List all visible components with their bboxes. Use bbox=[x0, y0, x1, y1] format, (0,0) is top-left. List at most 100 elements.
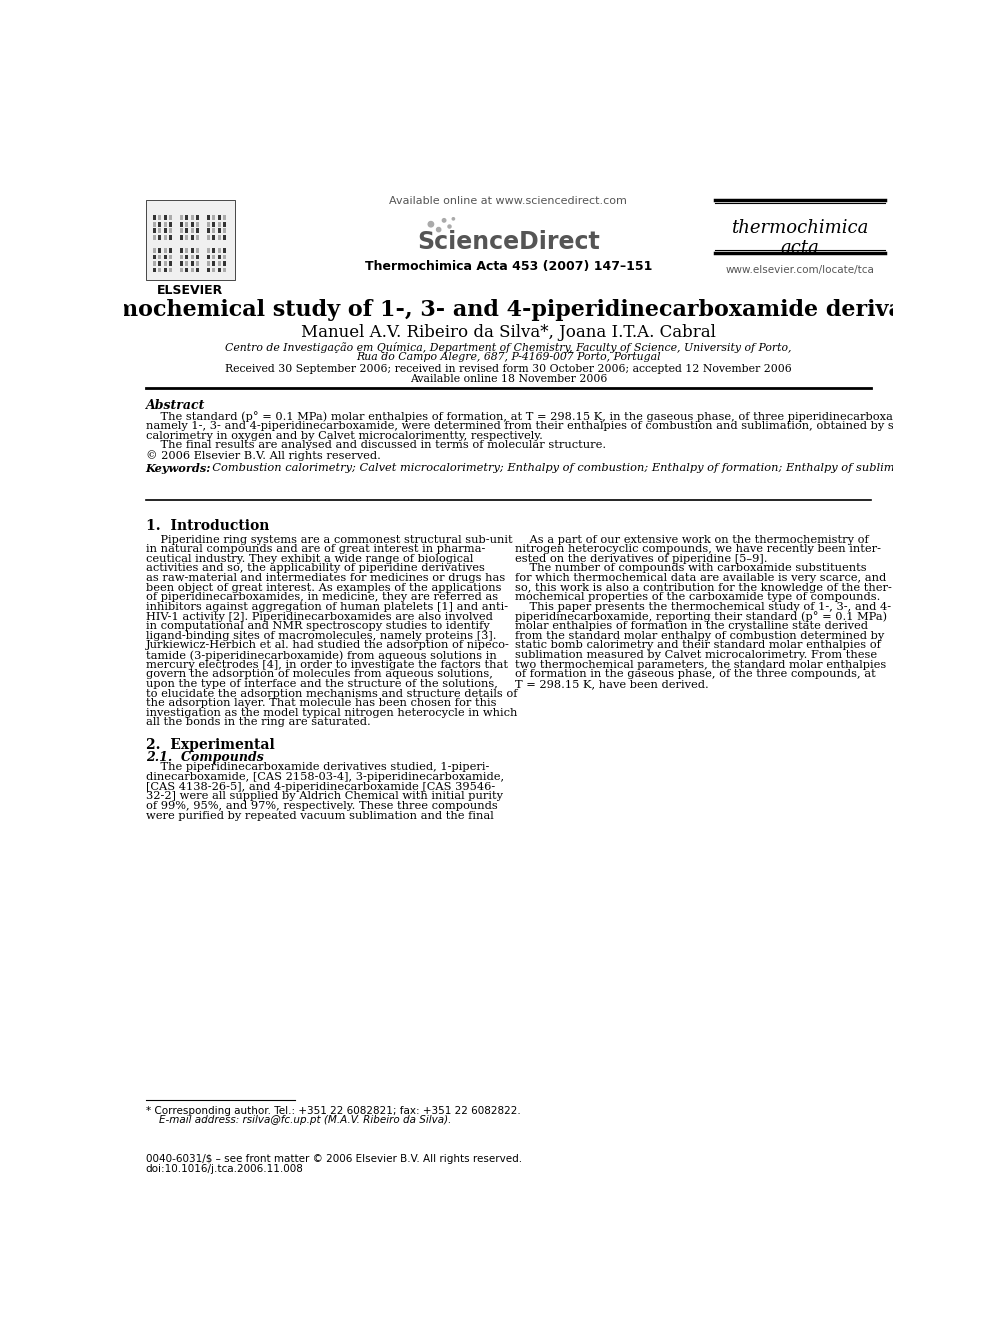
Text: activities and so, the applicability of piperidine derivatives: activities and so, the applicability of … bbox=[146, 564, 484, 573]
Bar bbox=[153, 229, 156, 233]
Text: piperidinecarboxamide, reporting their standard (p° = 0.1 MPa): piperidinecarboxamide, reporting their s… bbox=[515, 611, 887, 622]
Text: Manuel A.V. Ribeiro da Silva*, Joana I.T.A. Cabral: Manuel A.V. Ribeiro da Silva*, Joana I.T… bbox=[301, 324, 716, 341]
Text: * Corresponding author. Tel.: +351 22 6082821; fax: +351 22 6082822.: * Corresponding author. Tel.: +351 22 60… bbox=[146, 1106, 521, 1115]
Bar bbox=[169, 261, 172, 266]
Text: HIV-1 activity [2]. Piperidinecarboxamides are also involved: HIV-1 activity [2]. Piperidinecarboxamid… bbox=[146, 611, 493, 622]
Bar bbox=[212, 229, 215, 233]
Bar bbox=[196, 254, 199, 259]
Bar bbox=[164, 249, 167, 253]
Bar bbox=[164, 216, 167, 220]
Bar bbox=[207, 229, 210, 233]
Bar bbox=[169, 249, 172, 253]
Text: [CAS 4138-26-5], and 4-piperidinecarboxamide [CAS 39546-: [CAS 4138-26-5], and 4-piperidinecarboxa… bbox=[146, 782, 495, 791]
Text: calorimetry in oxygen and by Calvet microcalorimentty, respectively.: calorimetry in oxygen and by Calvet micr… bbox=[146, 430, 543, 441]
Text: Available online 18 November 2006: Available online 18 November 2006 bbox=[410, 373, 607, 384]
Bar bbox=[218, 261, 221, 266]
Text: upon the type of interface and the structure of the solutions,: upon the type of interface and the struc… bbox=[146, 679, 498, 689]
Bar bbox=[218, 267, 221, 273]
Text: thermochimica: thermochimica bbox=[731, 218, 868, 237]
Text: the adsorption layer. That molecule has been chosen for this: the adsorption layer. That molecule has … bbox=[146, 699, 496, 708]
Bar bbox=[218, 216, 221, 220]
Text: sublimation measured by Calvet microcalorimetry. From these: sublimation measured by Calvet microcalo… bbox=[515, 650, 877, 660]
Text: The standard (p° = 0.1 MPa) molar enthalpies of formation, at T = 298.15 K, in t: The standard (p° = 0.1 MPa) molar enthal… bbox=[146, 411, 992, 422]
Bar bbox=[186, 216, 188, 220]
Text: Rua do Campo Alegre, 687, P-4169-007 Porto, Portugal: Rua do Campo Alegre, 687, P-4169-007 Por… bbox=[356, 352, 661, 363]
Text: from the standard molar enthalpy of combustion determined by: from the standard molar enthalpy of comb… bbox=[515, 631, 884, 640]
Text: ested on the derivatives of piperidine [5–9].: ested on the derivatives of piperidine [… bbox=[515, 554, 767, 564]
Bar bbox=[186, 249, 188, 253]
Bar bbox=[158, 267, 161, 273]
Text: 32-2] were all supplied by Aldrich Chemical with initial purity: 32-2] were all supplied by Aldrich Chemi… bbox=[146, 791, 503, 802]
Text: Thermochimica Acta 453 (2007) 147–151: Thermochimica Acta 453 (2007) 147–151 bbox=[365, 261, 652, 274]
Bar bbox=[158, 216, 161, 220]
Bar bbox=[223, 249, 226, 253]
Bar bbox=[164, 235, 167, 239]
Bar bbox=[190, 235, 193, 239]
Bar bbox=[158, 222, 161, 226]
Bar bbox=[164, 229, 167, 233]
Bar bbox=[207, 249, 210, 253]
Bar bbox=[186, 235, 188, 239]
Bar bbox=[153, 254, 156, 259]
Text: This paper presents the thermochemical study of 1-, 3-, and 4-: This paper presents the thermochemical s… bbox=[515, 602, 891, 613]
Bar bbox=[223, 235, 226, 239]
Circle shape bbox=[429, 221, 434, 228]
Circle shape bbox=[442, 218, 445, 222]
Text: Received 30 September 2006; received in revised form 30 October 2006; accepted 1: Received 30 September 2006; received in … bbox=[225, 364, 792, 374]
Text: been object of great interest. As examples of the applications: been object of great interest. As exampl… bbox=[146, 582, 501, 593]
Text: The number of compounds with carboxamide substituents: The number of compounds with carboxamide… bbox=[515, 564, 866, 573]
Text: static bomb calorimetry and their standard molar enthalpies of: static bomb calorimetry and their standa… bbox=[515, 640, 881, 651]
Bar bbox=[190, 267, 193, 273]
Bar bbox=[186, 261, 188, 266]
Bar bbox=[186, 267, 188, 273]
Text: Thermochemical study of 1-, 3- and 4-piperidinecarboxamide derivatives: Thermochemical study of 1-, 3- and 4-pip… bbox=[56, 299, 961, 321]
Text: govern the adsorption of molecules from aqueous solutions,: govern the adsorption of molecules from … bbox=[146, 669, 493, 679]
Bar bbox=[218, 222, 221, 226]
Bar bbox=[223, 254, 226, 259]
Bar bbox=[169, 254, 172, 259]
Bar bbox=[218, 249, 221, 253]
Text: 1.  Introduction: 1. Introduction bbox=[146, 519, 269, 533]
Text: Jurkiewicz-Herbich et al. had studied the adsorption of nipeco-: Jurkiewicz-Herbich et al. had studied th… bbox=[146, 640, 510, 651]
Bar bbox=[153, 222, 156, 226]
Bar bbox=[169, 267, 172, 273]
Bar bbox=[196, 235, 199, 239]
Bar bbox=[196, 222, 199, 226]
Bar bbox=[190, 254, 193, 259]
Bar bbox=[158, 229, 161, 233]
Bar bbox=[180, 229, 183, 233]
Bar bbox=[218, 235, 221, 239]
Bar bbox=[190, 229, 193, 233]
Bar bbox=[190, 261, 193, 266]
Bar bbox=[196, 229, 199, 233]
Text: of 99%, 95%, and 97%, respectively. These three compounds: of 99%, 95%, and 97%, respectively. Thes… bbox=[146, 800, 497, 811]
Text: 2.  Experimental: 2. Experimental bbox=[146, 738, 275, 751]
Text: The final results are analysed and discussed in terms of molecular structure.: The final results are analysed and discu… bbox=[146, 441, 606, 450]
Bar bbox=[158, 249, 161, 253]
Text: Piperidine ring systems are a commonest structural sub-unit: Piperidine ring systems are a commonest … bbox=[146, 534, 512, 545]
Bar bbox=[190, 216, 193, 220]
Bar bbox=[169, 216, 172, 220]
Text: for which thermochemical data are available is very scarce, and: for which thermochemical data are availa… bbox=[515, 573, 886, 583]
Bar bbox=[164, 222, 167, 226]
Bar bbox=[218, 229, 221, 233]
Text: 0040-6031/$ – see front matter © 2006 Elsevier B.V. All rights reserved.: 0040-6031/$ – see front matter © 2006 El… bbox=[146, 1154, 522, 1164]
Text: dinecarboxamide, [CAS 2158-03-4], 3-piperidinecarboxamide,: dinecarboxamide, [CAS 2158-03-4], 3-pipe… bbox=[146, 773, 504, 782]
Bar bbox=[180, 222, 183, 226]
Bar bbox=[186, 222, 188, 226]
Bar bbox=[158, 254, 161, 259]
Bar bbox=[186, 229, 188, 233]
Text: mercury electrodes [4], in order to investigate the factors that: mercury electrodes [4], in order to inve… bbox=[146, 660, 508, 669]
Text: nitrogen heterocyclic compounds, we have recently been inter-: nitrogen heterocyclic compounds, we have… bbox=[515, 544, 881, 554]
Bar bbox=[158, 261, 161, 266]
Bar bbox=[190, 222, 193, 226]
Bar bbox=[223, 229, 226, 233]
Bar bbox=[153, 216, 156, 220]
Bar bbox=[212, 222, 215, 226]
Text: The piperidinecarboxamide derivatives studied, 1-piperi-: The piperidinecarboxamide derivatives st… bbox=[146, 762, 489, 773]
Bar bbox=[212, 254, 215, 259]
Bar bbox=[164, 261, 167, 266]
Bar bbox=[196, 261, 199, 266]
Text: Combustion calorimetry; Calvet microcalorimetry; Enthalpy of combustion; Enthalp: Combustion calorimetry; Calvet microcalo… bbox=[204, 463, 992, 472]
Text: Abstract: Abstract bbox=[146, 400, 205, 411]
